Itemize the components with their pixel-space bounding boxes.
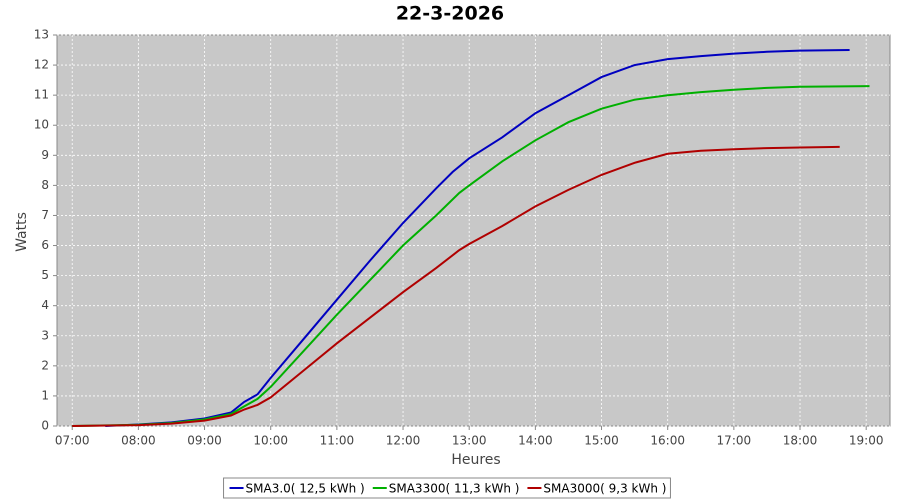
y-tick-label: 10 bbox=[34, 118, 49, 132]
x-axis-title: Heures bbox=[451, 452, 500, 468]
chart-title: 22-3-2026 bbox=[396, 3, 504, 25]
x-tick-label: 07:00 bbox=[55, 434, 90, 448]
y-tick-label: 0 bbox=[41, 419, 49, 433]
x-tick-label: 13:00 bbox=[452, 434, 487, 448]
x-tick-label: 18:00 bbox=[783, 434, 818, 448]
y-tick-label: 12 bbox=[34, 58, 49, 72]
legend-label: SMA3000( 9,3 kWh ) bbox=[543, 482, 666, 496]
x-tick-label: 19:00 bbox=[849, 434, 884, 448]
legend-label: SMA3.0( 12,5 kWh ) bbox=[246, 482, 365, 496]
y-tick-label: 11 bbox=[34, 88, 49, 102]
legend-box bbox=[223, 477, 671, 499]
legend: SMA3.0( 12,5 kWh ) SMA3300( 11,3 kWh ) SMA… bbox=[223, 477, 671, 499]
legend-label: SMA3300( 11,3 kWh ) bbox=[389, 482, 520, 496]
x-tick-label: 11:00 bbox=[320, 434, 355, 448]
y-tick-label: 6 bbox=[41, 238, 49, 252]
series-line bbox=[72, 85, 870, 427]
series-line bbox=[72, 145, 840, 427]
y-tick-label: 8 bbox=[41, 178, 49, 192]
x-tick-label: 16:00 bbox=[650, 434, 685, 448]
y-tick-label: 4 bbox=[41, 298, 49, 312]
y-tick-label: 1 bbox=[41, 388, 49, 402]
x-tick-label: 10:00 bbox=[253, 434, 288, 448]
y-tick-label: 9 bbox=[41, 148, 49, 162]
x-tick-label: 15:00 bbox=[584, 434, 619, 448]
y-tick-label: 5 bbox=[41, 268, 49, 282]
y-tick-label: 7 bbox=[41, 208, 49, 222]
x-tick-label: 08:00 bbox=[121, 434, 156, 448]
y-tick-label: 13 bbox=[34, 28, 49, 42]
plot-area bbox=[56, 34, 891, 427]
y-axis-title: Watts bbox=[14, 212, 30, 252]
series-line bbox=[105, 49, 850, 427]
x-tick-label: 12:00 bbox=[386, 434, 421, 448]
x-tick-label: 09:00 bbox=[187, 434, 222, 448]
y-tick-label: 2 bbox=[41, 358, 49, 372]
x-tick-label: 14:00 bbox=[518, 434, 553, 448]
x-tick-label: 17:00 bbox=[717, 434, 752, 448]
y-tick-label: 3 bbox=[41, 328, 49, 342]
